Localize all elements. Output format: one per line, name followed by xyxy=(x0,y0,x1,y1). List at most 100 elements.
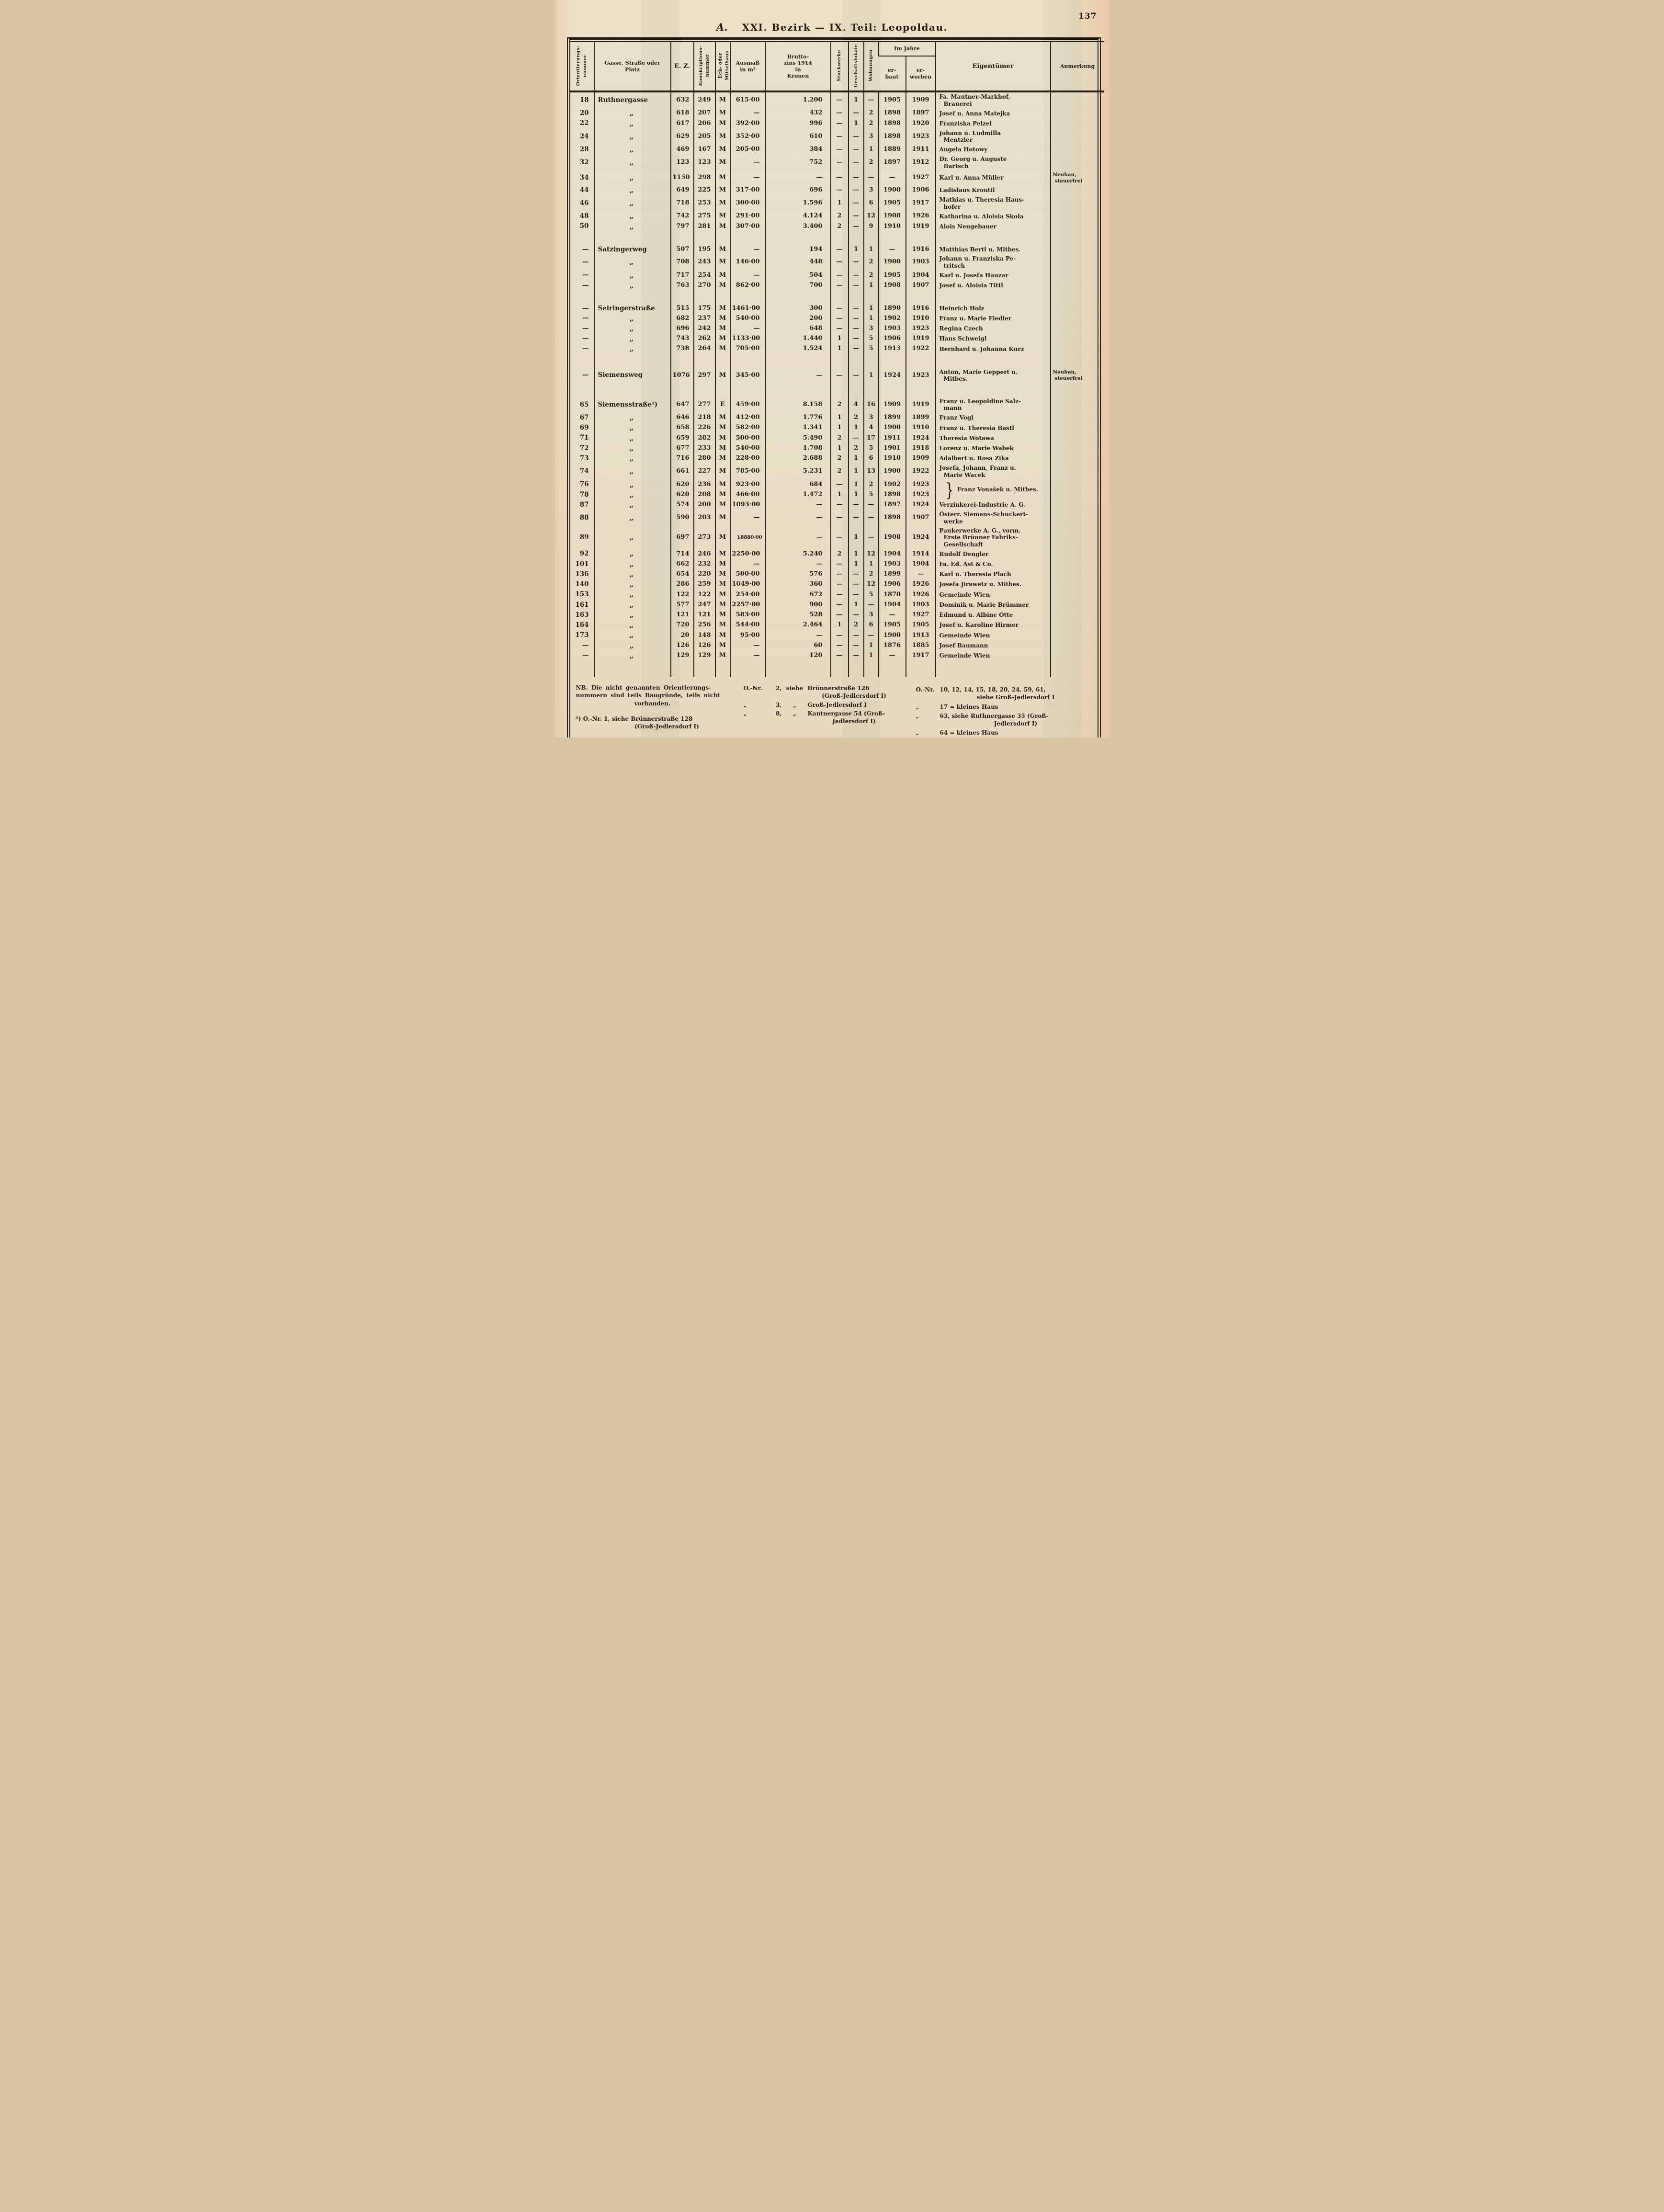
cell-konskription-number: 270 xyxy=(693,280,715,291)
table-header: Orientierungs- nummer Gasse, Straße oder… xyxy=(570,42,1104,92)
cell-erworben: 1897 xyxy=(905,108,936,119)
cell-ausmass: — xyxy=(729,170,766,185)
cell-erworben: 1923 xyxy=(905,489,936,500)
cell-konskription-number: 249 xyxy=(693,91,715,109)
col-header-stockwerke: Stockwerke xyxy=(830,42,849,92)
spacer-row xyxy=(570,231,1104,245)
cell-ez: 708 xyxy=(670,254,694,271)
cell-anmerkung xyxy=(1050,397,1104,413)
cell-geschaeftslokale: 1 xyxy=(848,489,864,500)
table-row: 28 „ 469 167 M 205·00 384— —1 1889 1911 Angela Hot… xyxy=(570,145,1104,155)
cell-konskription-number: 121 xyxy=(693,610,715,621)
cell-ez: 716 xyxy=(670,454,694,464)
cell-ausmass: 317·00 xyxy=(729,185,766,195)
cell-wohnungen: 3 xyxy=(863,413,879,423)
cell-street-ditto: „ xyxy=(593,640,671,651)
cell-erbaut: — xyxy=(878,650,906,661)
cell-konskription-number: 200 xyxy=(693,500,715,510)
footnote-onr-label: „ xyxy=(916,729,919,737)
cell-wohnungen: 1 xyxy=(863,650,879,661)
cell-stockwerke: — xyxy=(830,569,849,580)
cell-erworben: 1907 xyxy=(905,280,936,291)
cell-ausmass: 95·00 xyxy=(729,630,766,641)
cell-ez: 632 xyxy=(670,91,694,109)
cell-wohnungen: 5 xyxy=(863,590,879,600)
cell-bruttozins: 4.124 xyxy=(765,211,831,222)
cell-erbaut: 1898 xyxy=(878,108,906,119)
spacer-cell xyxy=(765,354,831,368)
footnote-onr-number: 8, xyxy=(775,710,782,717)
cell-street-ditto: „ xyxy=(593,620,671,631)
cell-ez: 574 xyxy=(670,500,694,510)
cell-owner: Franz u. Theresia Bastl xyxy=(935,423,1051,433)
cell-ausmass: 540·00 xyxy=(729,313,766,324)
cell-owner: Johann u. Ludmilla Mentzler xyxy=(935,128,1051,145)
cell-eck-mittelhaus: M xyxy=(714,108,730,119)
cell-konskription-number: 246 xyxy=(693,549,715,559)
cell-ez: 577 xyxy=(670,600,694,610)
cell-owner: Karl u. Theresia Plach xyxy=(935,569,1051,580)
cell-erworben: 1903 xyxy=(905,254,936,271)
cell-anmerkung xyxy=(1050,280,1104,291)
cell-eck-mittelhaus: M xyxy=(714,145,730,155)
cell-erbaut: 1897 xyxy=(878,500,906,510)
cell-orientation-number: 88 xyxy=(579,514,589,522)
cell-erworben: 1923 xyxy=(905,128,936,145)
spacer-cell xyxy=(935,383,1051,397)
cell-eck-mittelhaus: M xyxy=(714,195,730,212)
table-row: 32 „ 123 123 M —752— —2 1897 1912 Dr. Georg u. Au… xyxy=(570,155,1104,171)
spacer-cell xyxy=(1050,291,1104,305)
cell-anmerkung xyxy=(1050,620,1104,631)
cell-bruttozins: 8.158 xyxy=(765,397,831,413)
cell-street-ditto: „ xyxy=(593,170,671,185)
cell-geschaeftslokale: 1 xyxy=(848,479,864,490)
cell-anmerkung xyxy=(1050,145,1104,155)
cell-orientation-number: 163 xyxy=(575,611,589,619)
cell-ez: 121 xyxy=(670,610,694,621)
spacer-cell xyxy=(935,231,1051,245)
cell-wohnungen: 2 xyxy=(863,155,879,171)
cell-stockwerke: — xyxy=(830,579,849,590)
footnote-onr-right-block: O.-Nr. 10, 12, 14, 15, 18, 20, 24, 59, 61… xyxy=(914,684,1092,737)
cell-owner: Anton, Marie Geppert u. Mitbes. xyxy=(935,367,1051,384)
cell-eck-mittelhaus: M xyxy=(714,344,730,354)
cell-konskription-number: 281 xyxy=(693,221,715,232)
cell-erworben: 1923 xyxy=(905,479,936,490)
cell-owner: Theresia Wotawa xyxy=(935,433,1051,443)
cell-erbaut: 1908 xyxy=(878,280,906,291)
cell-konskription-number: 264 xyxy=(693,344,715,354)
footnote-row: „ 64 = kleines Haus xyxy=(914,729,1092,737)
cell-wohnungen: 2 xyxy=(863,479,879,490)
col-header-erworben: er- worben xyxy=(905,56,936,92)
owner-brace-group: } Franz Vonašek u. Mitbes. xyxy=(944,481,1048,499)
cell-geschaeftslokale: — xyxy=(848,270,864,281)
cell-eck-mittelhaus: M xyxy=(714,569,730,580)
cell-ez: 123 xyxy=(670,155,694,171)
spacer-cell xyxy=(593,661,671,678)
cell-erbaut: 1890 xyxy=(878,304,906,314)
cell-ez: 797 xyxy=(670,221,694,232)
cell-anmerkung xyxy=(1050,479,1104,490)
cell-geschaeftslokale: — xyxy=(848,195,864,212)
cell-owner: Fa. Ed. Ast & Co. xyxy=(935,559,1051,569)
cell-erbaut: 1899 xyxy=(878,413,906,423)
cell-erbaut: 1900 xyxy=(878,254,906,271)
col-header-erbaut: er- baut xyxy=(878,56,906,92)
cell-owner: Karl u. Josefa Hauzar xyxy=(935,270,1051,281)
footnote-line: vorhanden. xyxy=(634,700,671,707)
cell-ausmass: — xyxy=(729,155,766,171)
cell-orientation-number: — xyxy=(582,245,589,253)
spacer-cell xyxy=(570,661,594,677)
cell-orientation-number: 44 xyxy=(579,186,589,194)
spacer-cell xyxy=(570,354,594,368)
cell-erworben: 1912 xyxy=(905,155,936,171)
cell-street-ditto: „ xyxy=(593,254,671,271)
footnote-reference: 64 = kleines Haus xyxy=(940,729,1092,737)
cell-geschaeftslokale: 1 xyxy=(848,118,864,129)
cell-wohnungen: — xyxy=(863,630,879,641)
cell-wohnungen: 3 xyxy=(863,610,879,621)
col-header-wohnungen: Wohnungen xyxy=(863,42,879,92)
cell-erworben: 1924 xyxy=(905,526,936,549)
cell-orientation-number: 136 xyxy=(575,570,589,578)
cell-konskription-number: 207 xyxy=(693,108,715,119)
